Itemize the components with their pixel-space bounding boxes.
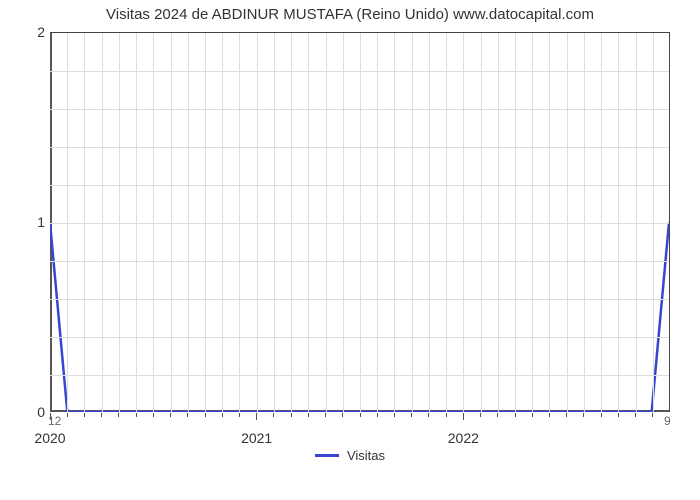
x-minor-tick-mark [67, 413, 68, 417]
x-minor-tick-mark [549, 413, 550, 417]
grid-line-vertical-minor [188, 33, 189, 412]
grid-line-vertical-minor [136, 33, 137, 412]
grid-line-vertical-minor [567, 33, 568, 412]
grid-line-vertical-minor [308, 33, 309, 412]
x-minor-tick-mark [411, 413, 412, 417]
x-minor-tick-mark [377, 413, 378, 417]
grid-line-vertical-minor [549, 33, 550, 412]
x-minor-tick-mark [583, 413, 584, 417]
grid-line-vertical-minor [102, 33, 103, 412]
grid-line-vertical-minor [291, 33, 292, 412]
grid-line-vertical-minor [274, 33, 275, 412]
grid-line-vertical-minor [429, 33, 430, 412]
grid-line-vertical-minor [67, 33, 68, 412]
grid-line-vertical-minor [446, 33, 447, 412]
x-tick-mark [463, 413, 464, 420]
x-minor-tick-mark [325, 413, 326, 417]
x-minor-tick-mark [273, 413, 274, 417]
legend-swatch [315, 454, 339, 457]
x-minor-tick-mark [635, 413, 636, 417]
legend: Visitas [315, 448, 385, 463]
x-minor-tick-mark [618, 413, 619, 417]
secondary-label-left: 12 [48, 414, 61, 428]
grid-line-vertical-minor [222, 33, 223, 412]
x-minor-tick-mark [428, 413, 429, 417]
grid-line-vertical-minor [636, 33, 637, 412]
grid-line-vertical [257, 33, 258, 412]
x-tick-label: 2022 [448, 430, 479, 446]
chart-title: Visitas 2024 de ABDINUR MUSTAFA (Reino U… [106, 6, 594, 23]
x-minor-tick-mark [101, 413, 102, 417]
x-minor-tick-mark [84, 413, 85, 417]
grid-line-vertical-minor [515, 33, 516, 412]
grid-line-vertical-minor [584, 33, 585, 412]
x-minor-tick-mark [222, 413, 223, 417]
x-minor-tick-mark [187, 413, 188, 417]
x-minor-tick-mark [515, 413, 516, 417]
x-minor-tick-mark [136, 413, 137, 417]
x-minor-tick-mark [291, 413, 292, 417]
x-minor-tick-mark [446, 413, 447, 417]
secondary-label-right: 9 [664, 414, 671, 428]
x-minor-tick-mark [239, 413, 240, 417]
plot-region [50, 32, 670, 412]
chart-area: 012202020212022129 [20, 27, 680, 442]
legend-label: Visitas [347, 448, 385, 463]
x-minor-tick-mark [480, 413, 481, 417]
x-tick-label: 2021 [241, 430, 272, 446]
x-minor-tick-mark [566, 413, 567, 417]
x-minor-tick-mark [360, 413, 361, 417]
y-tick-label: 2 [20, 24, 45, 40]
x-minor-tick-mark [601, 413, 602, 417]
x-minor-tick-mark [497, 413, 498, 417]
grid-line-vertical-minor [481, 33, 482, 412]
x-minor-tick-mark [652, 413, 653, 417]
grid-line-vertical-minor [171, 33, 172, 412]
grid-line-vertical-minor [360, 33, 361, 412]
grid-line-vertical-minor [239, 33, 240, 412]
grid-line-vertical-minor [377, 33, 378, 412]
grid-line-vertical [463, 33, 464, 412]
y-tick-label: 1 [20, 214, 45, 230]
grid-line-vertical-minor [618, 33, 619, 412]
x-minor-tick-mark [205, 413, 206, 417]
grid-line-vertical-minor [205, 33, 206, 412]
x-minor-tick-mark [308, 413, 309, 417]
x-minor-tick-mark [170, 413, 171, 417]
x-minor-tick-mark [532, 413, 533, 417]
grid-line-vertical-minor [84, 33, 85, 412]
grid-line-vertical-minor [343, 33, 344, 412]
grid-line-vertical-minor [412, 33, 413, 412]
y-tick-label: 0 [20, 404, 45, 420]
grid-line-vertical-minor [498, 33, 499, 412]
x-minor-tick-mark [394, 413, 395, 417]
x-tick-mark [256, 413, 257, 420]
x-minor-tick-mark [118, 413, 119, 417]
grid-line-vertical-minor [326, 33, 327, 412]
grid-line-vertical-minor [532, 33, 533, 412]
x-tick-label: 2020 [34, 430, 65, 446]
x-minor-tick-mark [153, 413, 154, 417]
grid-line-vertical-minor [119, 33, 120, 412]
x-minor-tick-mark [342, 413, 343, 417]
grid-line-vertical-minor [653, 33, 654, 412]
grid-line-vertical-minor [394, 33, 395, 412]
grid-line-vertical-minor [601, 33, 602, 412]
grid-line-vertical-minor [153, 33, 154, 412]
